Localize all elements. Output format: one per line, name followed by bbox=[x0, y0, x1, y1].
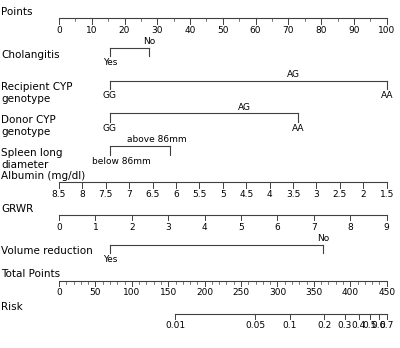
Text: Albumin (mg/dl): Albumin (mg/dl) bbox=[1, 171, 86, 181]
Text: 7: 7 bbox=[126, 190, 132, 199]
Text: 4.5: 4.5 bbox=[239, 190, 253, 199]
Text: 7: 7 bbox=[311, 223, 317, 232]
Text: 20: 20 bbox=[119, 26, 130, 35]
Text: 400: 400 bbox=[342, 288, 359, 298]
Text: 9: 9 bbox=[384, 223, 390, 232]
Text: 0.4: 0.4 bbox=[352, 321, 366, 330]
Text: 50: 50 bbox=[217, 26, 228, 35]
Text: 3: 3 bbox=[165, 223, 171, 232]
Text: 50: 50 bbox=[90, 288, 101, 298]
Text: 0.2: 0.2 bbox=[317, 321, 332, 330]
Text: 5: 5 bbox=[238, 223, 244, 232]
Text: Yes: Yes bbox=[102, 255, 117, 264]
Text: 8.5: 8.5 bbox=[52, 190, 66, 199]
Text: 8: 8 bbox=[348, 223, 353, 232]
Text: 0.5: 0.5 bbox=[363, 321, 377, 330]
Text: No: No bbox=[317, 234, 329, 243]
Text: 0.3: 0.3 bbox=[337, 321, 352, 330]
Text: Points: Points bbox=[1, 7, 33, 17]
Text: Risk: Risk bbox=[1, 302, 23, 312]
Text: 0.01: 0.01 bbox=[165, 321, 185, 330]
Text: 0.05: 0.05 bbox=[245, 321, 266, 330]
Text: 30: 30 bbox=[152, 26, 163, 35]
Text: 0.1: 0.1 bbox=[283, 321, 297, 330]
Text: GG: GG bbox=[103, 124, 117, 133]
Text: AG: AG bbox=[238, 103, 251, 112]
Text: 4: 4 bbox=[267, 190, 272, 199]
Text: AA: AA bbox=[292, 124, 304, 133]
Text: 2: 2 bbox=[129, 223, 135, 232]
Text: GRWR: GRWR bbox=[1, 204, 34, 214]
Text: 2.5: 2.5 bbox=[333, 190, 347, 199]
Text: Volume reduction: Volume reduction bbox=[1, 246, 93, 256]
Text: 6: 6 bbox=[274, 223, 280, 232]
Text: 1.5: 1.5 bbox=[380, 190, 394, 199]
Text: 2: 2 bbox=[360, 190, 366, 199]
Text: 40: 40 bbox=[184, 26, 196, 35]
Text: below 86mm: below 86mm bbox=[92, 157, 151, 166]
Text: 0: 0 bbox=[56, 288, 62, 298]
Text: 7.5: 7.5 bbox=[99, 190, 113, 199]
Text: 100: 100 bbox=[123, 288, 140, 298]
Text: 300: 300 bbox=[269, 288, 286, 298]
Text: 70: 70 bbox=[283, 26, 294, 35]
Text: 80: 80 bbox=[316, 26, 327, 35]
Text: 3.5: 3.5 bbox=[286, 190, 300, 199]
Text: 1: 1 bbox=[92, 223, 98, 232]
Text: 0.7: 0.7 bbox=[380, 321, 394, 330]
Text: AG: AG bbox=[287, 70, 300, 79]
Text: 5.5: 5.5 bbox=[192, 190, 207, 199]
Text: GG: GG bbox=[103, 91, 117, 100]
Text: Cholangitis: Cholangitis bbox=[1, 49, 60, 60]
Text: 250: 250 bbox=[232, 288, 250, 298]
Text: 450: 450 bbox=[378, 288, 395, 298]
Text: 6: 6 bbox=[173, 190, 179, 199]
Text: Yes: Yes bbox=[102, 58, 117, 67]
Text: 0: 0 bbox=[56, 26, 62, 35]
Text: Total Points: Total Points bbox=[1, 269, 60, 279]
Text: 90: 90 bbox=[348, 26, 360, 35]
Text: 4: 4 bbox=[202, 223, 208, 232]
Text: 0: 0 bbox=[56, 223, 62, 232]
Text: 100: 100 bbox=[378, 26, 395, 35]
Text: 150: 150 bbox=[160, 288, 177, 298]
Text: 200: 200 bbox=[196, 288, 213, 298]
Text: above 86mm: above 86mm bbox=[128, 135, 187, 144]
Text: 6.5: 6.5 bbox=[146, 190, 160, 199]
Text: 3: 3 bbox=[314, 190, 319, 199]
Text: 60: 60 bbox=[250, 26, 261, 35]
Text: 0.6: 0.6 bbox=[372, 321, 386, 330]
Text: 5: 5 bbox=[220, 190, 226, 199]
Text: No: No bbox=[143, 37, 155, 46]
Text: 10: 10 bbox=[86, 26, 98, 35]
Text: 8: 8 bbox=[80, 190, 85, 199]
Text: 350: 350 bbox=[305, 288, 322, 298]
Text: Recipient CYP
genotype: Recipient CYP genotype bbox=[1, 82, 73, 104]
Text: Spleen long
diameter: Spleen long diameter bbox=[1, 148, 63, 169]
Text: Donor CYP
genotype: Donor CYP genotype bbox=[1, 115, 56, 137]
Text: AA: AA bbox=[380, 91, 393, 100]
